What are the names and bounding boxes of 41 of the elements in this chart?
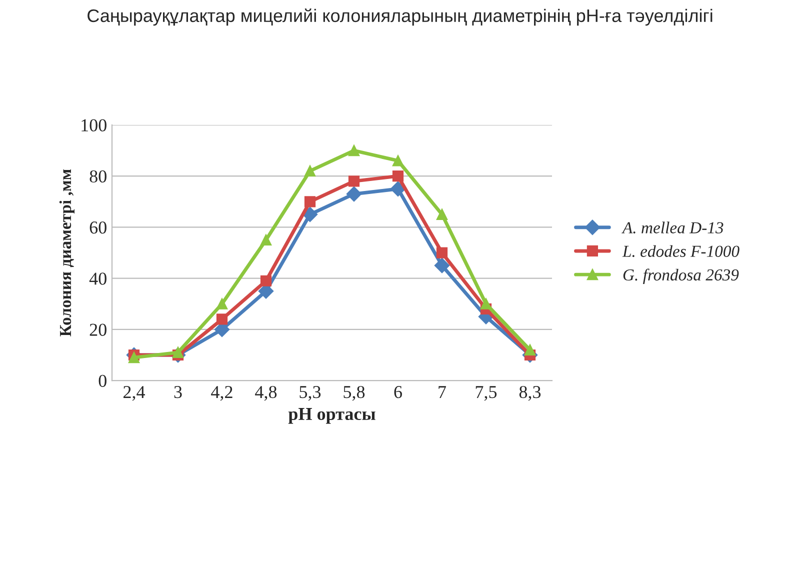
point <box>260 234 272 246</box>
point <box>436 208 448 220</box>
x-tick-label: 8,3 <box>519 386 541 401</box>
x-tick-label: 7,5 <box>476 386 497 401</box>
x-tick-label: 3 <box>174 386 182 398</box>
point <box>216 298 228 310</box>
y-tick-label: 20 <box>90 324 106 336</box>
chart-title: Саңырауқұлақтар мицелийі колонияларының диаметрінің рН-ға тәуелділігі <box>88 8 712 26</box>
y-tick-label: 40 <box>89 272 106 285</box>
y-tick-label: 0 <box>98 374 106 387</box>
point <box>480 298 492 310</box>
point <box>390 181 406 196</box>
x-axis-title: pH ортасы <box>288 408 376 424</box>
point <box>434 258 450 274</box>
point <box>304 196 316 208</box>
point <box>260 275 272 286</box>
point <box>348 144 360 156</box>
legend-label: A. mellea D-13 <box>622 222 724 234</box>
x-tick-label: 4,8 <box>255 386 277 401</box>
x-tick-label: 7 <box>438 386 446 398</box>
point <box>348 176 360 187</box>
y-tick-label: 80 <box>90 170 106 183</box>
x-tick-label: 6 <box>394 386 402 398</box>
point <box>304 165 316 177</box>
point <box>302 206 318 222</box>
y-axis-title: Колония диаметрі ,мм <box>59 169 74 336</box>
point <box>128 352 140 364</box>
point <box>436 247 448 258</box>
x-tick-label: 4,2 <box>211 386 232 401</box>
y-tick-label: 100 <box>82 119 106 132</box>
point <box>524 344 536 356</box>
x-tick-label: 2,4 <box>124 386 146 401</box>
legend-label: G. frondosa 2639 <box>623 268 739 284</box>
legend-label: L. edodes F-1000 <box>622 245 740 258</box>
point <box>216 314 228 325</box>
point <box>346 186 362 202</box>
y-tick-label: 60 <box>90 221 106 234</box>
x-tick-label: 5,3 <box>300 386 321 401</box>
x-tick-label: 5,8 <box>344 386 365 401</box>
point <box>392 170 404 182</box>
point <box>392 155 404 166</box>
